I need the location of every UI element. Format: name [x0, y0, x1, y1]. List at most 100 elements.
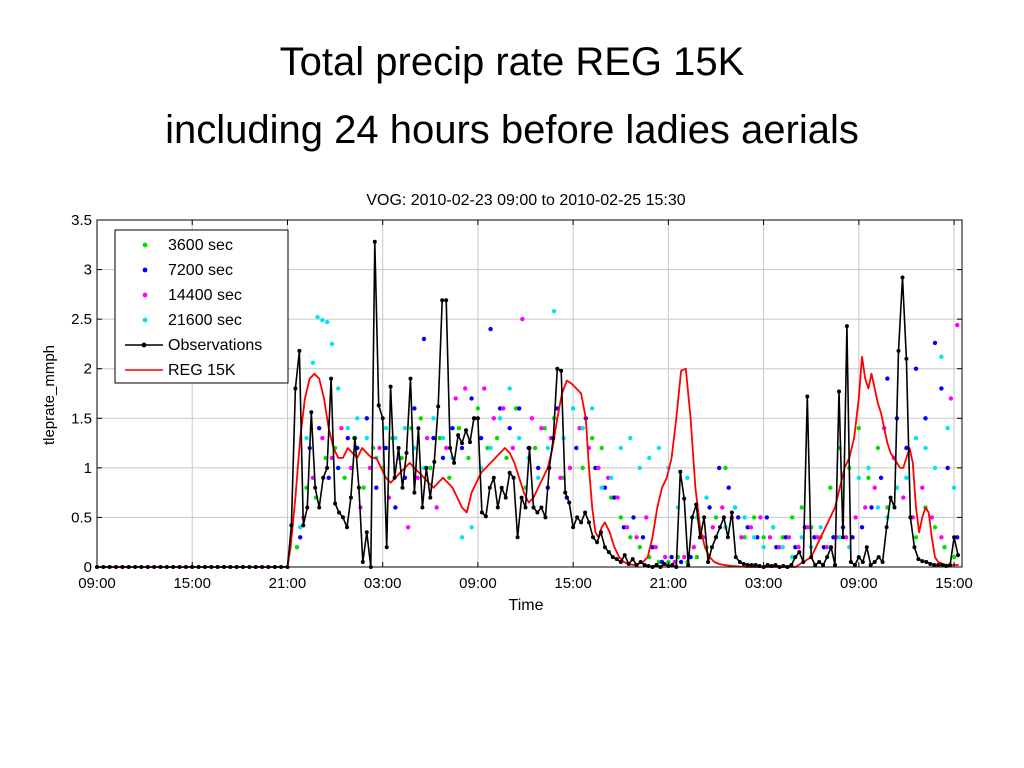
data-point-21600-sec: [440, 435, 446, 441]
data-point-observations: [392, 475, 397, 480]
data-point-observations: [491, 475, 496, 480]
slide-title-line-1: Total precip rate REG 15K: [279, 40, 745, 84]
data-point-observations: [813, 563, 818, 567]
data-point-14400-sec: [577, 426, 582, 431]
data-point-observations: [440, 298, 445, 303]
data-point-observations: [448, 446, 453, 450]
data-point-observations: [678, 469, 683, 474]
data-point-3600-sec: [513, 406, 519, 411]
data-point-observations: [317, 505, 322, 510]
data-point-7200-sec: [488, 326, 493, 332]
data-point-3600-sec: [294, 545, 300, 550]
data-point-observations: [420, 505, 425, 510]
data-point-observations: [575, 515, 580, 520]
data-point-21600-sec: [932, 465, 938, 471]
data-point-observations: [841, 535, 845, 540]
data-point-observations: [404, 451, 409, 455]
data-point-observations: [789, 563, 794, 567]
data-point-3600-sec: [580, 465, 585, 471]
data-point-7200-sec: [497, 406, 503, 411]
data-point-observations: [460, 441, 464, 446]
data-point-7200-sec: [913, 366, 919, 371]
data-point-observations: [372, 239, 377, 244]
data-point-observations: [916, 557, 921, 562]
data-point-observations: [495, 505, 500, 510]
x-tick-label: 09:00: [78, 575, 116, 592]
data-point-3600-sec: [342, 475, 347, 480]
data-point-7200-sec: [812, 535, 817, 540]
data-point-observations: [900, 275, 905, 280]
data-point-21600-sec: [939, 354, 944, 359]
data-point-3600-sec: [637, 545, 642, 550]
data-point-21600-sec: [685, 475, 690, 480]
data-point-observations: [356, 485, 361, 490]
data-point-observations: [837, 389, 841, 394]
data-point-14400-sec: [539, 426, 544, 431]
data-point-21600-sec: [599, 485, 604, 490]
data-point-observations: [535, 510, 540, 515]
data-point-21600-sec: [459, 535, 465, 540]
data-point-observations: [471, 416, 476, 421]
data-point-7200-sec: [869, 505, 874, 510]
data-point-observations: [301, 523, 306, 528]
data-point-7200-sec: [602, 485, 608, 490]
data-point-observations: [456, 433, 461, 438]
data-point-7200-sec: [945, 465, 950, 471]
data-point-observations: [908, 515, 913, 520]
data-point-21600-sec: [336, 386, 341, 391]
data-point-3600-sec: [428, 465, 433, 471]
data-point-7200-sec: [326, 475, 331, 480]
data-point-3600-sec: [618, 515, 623, 520]
data-point-observations: [714, 535, 718, 540]
data-point-observations: [563, 490, 568, 495]
data-point-observations: [844, 324, 849, 329]
data-point-21600-sec: [704, 495, 709, 500]
data-point-observations: [694, 502, 699, 507]
y-tick-label: 1: [84, 460, 92, 477]
axes: 0 0.5 1 1.5 2 2.5 3 3.5 09:00 15:00 21:00 03:00 09:0…: [71, 212, 973, 592]
data-point-observations: [547, 465, 552, 470]
data-point-21600-sec: [580, 426, 585, 431]
data-point-21600-sec: [431, 416, 436, 421]
data-point-7200-sec: [923, 416, 928, 421]
data-point-21600-sec: [545, 445, 550, 451]
data-point-observations: [702, 515, 707, 520]
data-point-observations: [555, 366, 560, 371]
data-point-14400-sec: [939, 535, 944, 540]
data-point-observations: [948, 563, 953, 567]
data-point-14400-sec: [929, 515, 934, 520]
data-point-7200-sec: [317, 426, 322, 431]
data-point-21600-sec: [507, 386, 512, 391]
x-tick-label: 09:00: [459, 575, 497, 592]
data-point-14400-sec: [424, 435, 430, 441]
data-point-21600-sec: [770, 525, 776, 530]
data-point-observations: [436, 404, 441, 409]
data-point-observations: [527, 446, 532, 450]
y-tick-label: 3: [84, 262, 92, 279]
data-point-observations: [321, 475, 326, 480]
data-point-observations: [634, 563, 639, 567]
data-point-observations: [706, 560, 711, 564]
x-tick-label: 09:00: [840, 575, 878, 592]
data-point-observations: [662, 562, 667, 566]
data-point-observations: [341, 515, 345, 520]
data-point-observations: [765, 563, 770, 567]
legend-marker-observations: [141, 342, 147, 348]
data-point-observations: [464, 428, 468, 433]
data-point-21600-sec: [923, 445, 928, 451]
data-point-3600-sec: [628, 535, 633, 540]
data-point-observations: [821, 563, 826, 567]
data-point-7200-sec: [459, 445, 465, 451]
data-point-21600-sec: [818, 525, 823, 530]
data-point-observations: [364, 530, 369, 535]
data-point-observations: [718, 525, 722, 530]
data-point-observations: [773, 563, 778, 567]
data-point-21600-sec: [609, 475, 614, 480]
data-point-observations: [432, 459, 437, 464]
data-point-3600-sec: [504, 455, 509, 461]
data-point-7200-sec: [431, 435, 436, 441]
data-point-7200-sec: [469, 396, 474, 401]
data-point-observations: [424, 465, 429, 470]
data-point-observations: [936, 563, 941, 567]
